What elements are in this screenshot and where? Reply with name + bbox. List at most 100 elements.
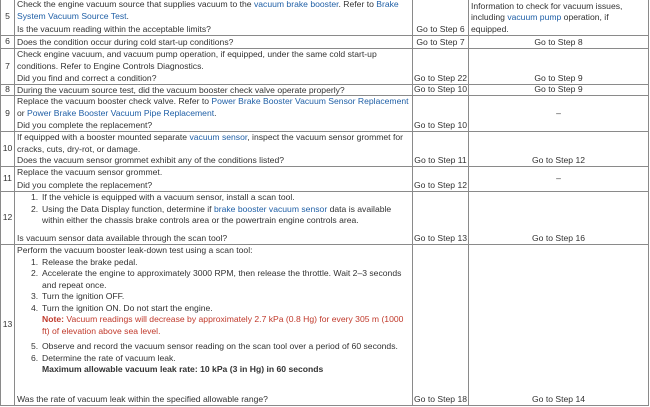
text: Turn the ignition ON. Do not start the e…: [42, 302, 213, 313]
instructions: Replace the vacuum sensor grommet.: [17, 167, 410, 179]
step-number: 13: [0, 245, 14, 405]
question: Does the vacuum sensor grommet exhibit a…: [17, 155, 285, 165]
table-row: 9 Replace the vacuum booster check valve.…: [0, 96, 649, 132]
yes-action: Go to Step 22: [412, 49, 468, 84]
list-item: 3. Turn the ignition OFF.: [17, 291, 410, 303]
list-number: 3.: [31, 291, 39, 301]
text: Observe and record the vacuum sensor rea…: [42, 341, 398, 351]
question: Did you complete the replacement?: [17, 179, 153, 190]
description: Replace the vacuum sensor grommet. Did yo…: [14, 167, 412, 191]
text: Release the brake pedal.: [42, 256, 138, 267]
text: .: [126, 10, 129, 21]
text: Determine the rate of vacuum leak.: [42, 352, 176, 363]
item-text: If the vehicle is equipped with a vacuum…: [42, 192, 295, 204]
instructions: Replace the vacuum booster check valve. …: [17, 96, 410, 119]
link: vacuum sensor: [189, 132, 248, 142]
yes-action: Go to Step 11: [412, 132, 468, 166]
no-action: –: [468, 96, 649, 131]
text: Check the engine vacuum source that supp…: [17, 0, 254, 9]
list-number: 4.: [31, 302, 39, 313]
step-number: 10: [0, 132, 14, 166]
link: vacuum pump: [507, 12, 562, 22]
table-row: 5 Check the engine vacuum source that sup…: [0, 0, 649, 36]
item-text: Accelerate the engine to approximately 3…: [42, 268, 410, 291]
table-row: 10 If equipped with a booster mounted sep…: [0, 132, 649, 167]
list-item: 5. Observe and record the vacuum sensor r…: [17, 341, 410, 353]
text: Replace the vacuum booster check valve. …: [17, 96, 212, 106]
no-action: Go to Step 14: [468, 245, 649, 405]
instructions: Perform the vacuum booster leak-down tes…: [17, 245, 410, 376]
step-number: 11: [0, 167, 14, 191]
question: Did you find and correct a condition?: [17, 72, 157, 83]
step-number: 9: [0, 96, 14, 131]
list-number: 2.: [31, 203, 39, 214]
table-row: 8 During the vacuum source test, did the …: [0, 83, 649, 96]
step-number: 6: [0, 36, 14, 48]
yes-action: Go to Step 7: [412, 36, 468, 48]
list-text: Release the brake pedal.: [42, 257, 138, 269]
description: 1. If the vehicle is equipped with a vacu…: [14, 192, 412, 244]
list-item: 2. Accelerate the engine to approximately…: [17, 268, 410, 291]
no-text: Go to Engine Controls Diagnostics Inform…: [471, 0, 646, 35]
text: Go to Step 16: [531, 232, 586, 243]
description: Does the condition occur during cold sta…: [14, 36, 412, 48]
text: If equipped with a booster mounted separ…: [17, 132, 190, 142]
list-text: If the vehicle is equipped with a vacuum…: [42, 192, 295, 204]
item-text: Turn the ignition ON. Do not start the e…: [42, 303, 410, 315]
list-item: 4. Turn the ignition ON. Do not start the…: [17, 303, 410, 338]
list-number: 6.: [31, 352, 39, 363]
description: If equipped with a booster mounted separ…: [14, 132, 412, 166]
no-action: Go to Step 9: [468, 49, 649, 84]
yes-action: Go to Step 6: [412, 0, 468, 35]
no-text: Go to Step 8: [534, 37, 582, 49]
text: Turn the ignition OFF.: [42, 291, 125, 301]
yes-action: Go to Step 10: [412, 96, 468, 131]
list-number: 1.: [31, 192, 39, 202]
no-text: Go to Step 14: [532, 394, 585, 406]
list-item: 1. Release the brake pedal.: [17, 257, 410, 269]
table-row: 6 Does the condition occur during cold st…: [0, 36, 649, 49]
no-text: –: [556, 108, 561, 120]
list-text: Turn the ignition ON. Do not start the e…: [42, 303, 410, 338]
paragraph: Replace the vacuum booster check valve. …: [17, 96, 410, 119]
question: Did you complete the replacement?: [17, 119, 153, 130]
question: Is vacuum sensor data available through …: [17, 232, 228, 243]
paragraph: Replace the vacuum sensor grommet.: [17, 167, 410, 179]
text: or: [17, 107, 28, 118]
instructions: 1. If the vehicle is equipped with a vacu…: [17, 192, 410, 227]
question: Is the vacuum reading within the accepta…: [17, 23, 211, 34]
no-action: Go to Engine Controls Diagnostics Inform…: [468, 0, 649, 35]
yes-action: Go to Step 18: [412, 245, 468, 405]
text: Go to Step 8: [534, 36, 583, 47]
instructions: Check the engine vacuum source that supp…: [17, 0, 410, 22]
link: Power Brake Booster Vacuum Sensor Replac…: [211, 96, 409, 106]
item-text: Turn the ignition OFF.: [42, 291, 124, 303]
list-item: 1. If the vehicle is equipped with a vacu…: [17, 192, 410, 204]
no-text: Go to Step 9: [534, 84, 582, 96]
list-text: Using the Data Display function, determi…: [42, 204, 410, 227]
text: If the vehicle is equipped with a vacuum…: [42, 192, 295, 202]
item-text: Release the brake pedal.: [42, 257, 138, 269]
text: Perform the vacuum booster leak-down tes…: [17, 245, 253, 255]
yes-action: Go to Step 10: [412, 83, 468, 95]
step-number: 7: [0, 49, 14, 84]
text: Check engine vacuum, and vacuum pump ope…: [17, 49, 377, 71]
list-text: Accelerate the engine to approximately 3…: [42, 268, 410, 291]
text: –: [556, 173, 561, 184]
text: , inspect the vacuum sensor grommet for …: [17, 132, 403, 154]
text: –: [556, 107, 561, 118]
no-action: Go to Step 12: [468, 132, 649, 166]
no-action: –: [468, 167, 649, 191]
text: Go to Step 9: [534, 72, 583, 83]
text: Go to Step 14: [531, 393, 586, 404]
no-action: Go to Step 16: [468, 192, 649, 244]
table-row: 12 1. If the vehicle is equipped with a va…: [0, 192, 649, 245]
yes-action: Go to Step 13: [412, 192, 468, 244]
description: Check the engine vacuum source that supp…: [14, 0, 412, 35]
link: vacuum brake booster: [253, 0, 339, 9]
step-number: 12: [0, 192, 14, 244]
table-row: 7 Check engine vacuum, and vacuum pump op…: [0, 49, 649, 85]
no-text: Go to Step 16: [532, 233, 585, 245]
list-number: 2.: [31, 268, 39, 278]
text: Accelerate the engine to approximately 3…: [42, 268, 402, 290]
